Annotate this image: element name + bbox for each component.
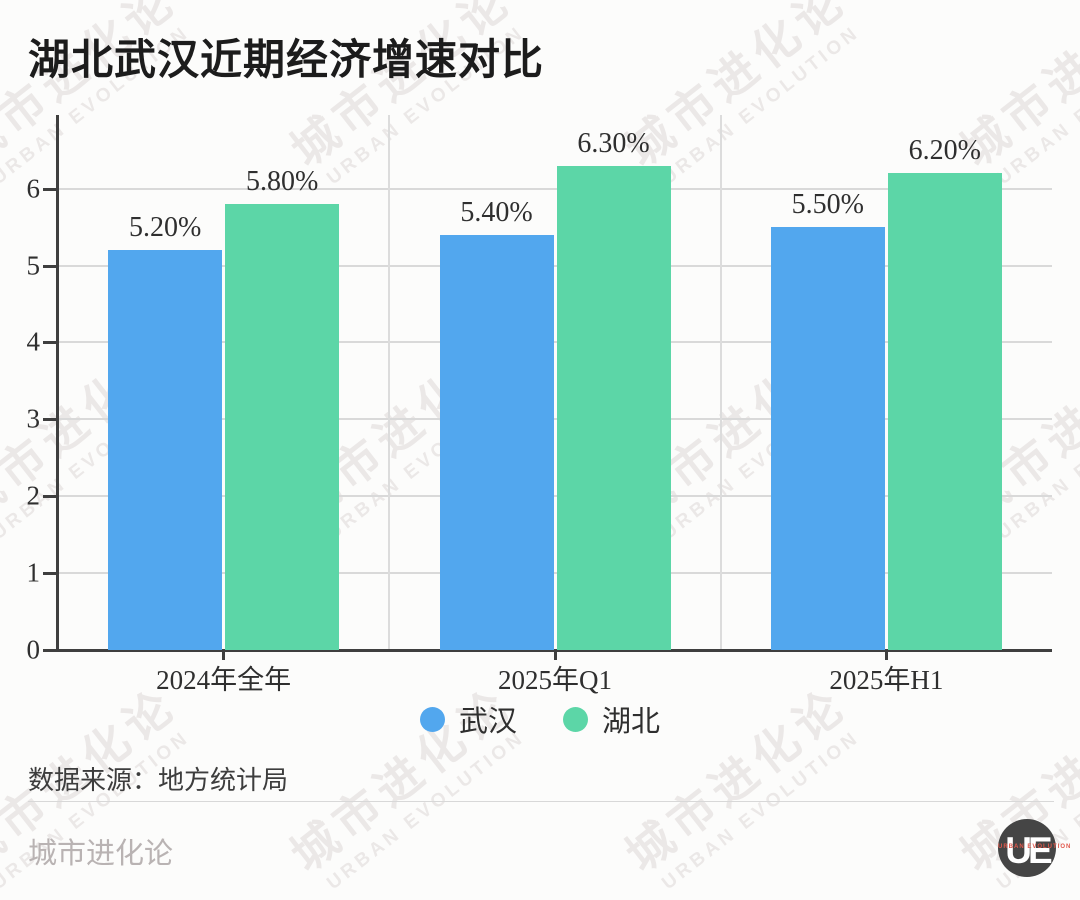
bar-hubei bbox=[225, 203, 340, 650]
y-axis-line bbox=[56, 115, 59, 652]
legend-label-wuhan: 武汉 bbox=[458, 706, 517, 738]
x-category-label: 2025年Q1 bbox=[498, 665, 612, 695]
bar-wuhan bbox=[770, 227, 885, 650]
gridline-horizontal bbox=[58, 187, 1052, 190]
y-tick-label: 2 bbox=[26, 480, 41, 511]
bar-value-label: 5.80% bbox=[245, 165, 319, 197]
gridline-horizontal bbox=[58, 264, 1052, 267]
y-axis-tick bbox=[43, 572, 56, 576]
bar-value-label: 5.20% bbox=[128, 212, 202, 244]
ue-logo-text: UE bbox=[1005, 829, 1052, 871]
bar-value-label: 6.20% bbox=[908, 135, 981, 167]
ue-logo: UE URBAN EVOLUTION bbox=[998, 819, 1072, 877]
y-tick-label: 6 bbox=[26, 173, 41, 204]
gridline-horizontal bbox=[58, 418, 1052, 421]
x-axis-tick bbox=[553, 650, 557, 660]
x-category-label: 2024年全年 bbox=[156, 665, 292, 695]
y-tick-label: 0 bbox=[26, 634, 41, 665]
bar-hubei bbox=[556, 165, 671, 650]
gridline-vertical bbox=[388, 115, 391, 650]
bar-value-label: 6.30% bbox=[577, 127, 650, 159]
x-category-label: 2025年H1 bbox=[829, 665, 944, 695]
gridline-horizontal bbox=[58, 572, 1052, 575]
y-axis-tick bbox=[43, 418, 56, 422]
legend-dot-hubei bbox=[563, 706, 588, 732]
y-tick-label: 5 bbox=[26, 250, 41, 280]
legend-dot-wuhan bbox=[419, 706, 445, 732]
gridline-vertical bbox=[719, 115, 722, 650]
y-axis-tick bbox=[43, 187, 56, 191]
y-tick-label: 4 bbox=[26, 326, 41, 357]
chart-legend: 武汉 湖北 bbox=[0, 702, 1080, 738]
ue-logo-subtext: URBAN EVOLUTION bbox=[998, 844, 1072, 850]
y-tick-label: 3 bbox=[26, 403, 41, 434]
footer-divider bbox=[28, 801, 1054, 802]
y-axis-tick bbox=[43, 649, 56, 652]
y-axis-tick bbox=[43, 341, 56, 345]
bar-value-label: 5.40% bbox=[460, 196, 533, 228]
brand-name: 城市进化论 bbox=[28, 838, 174, 870]
bar-wuhan bbox=[439, 234, 554, 650]
legend-label-hubei: 湖北 bbox=[602, 706, 661, 738]
bar-wuhan bbox=[108, 250, 223, 650]
y-tick-label: 1 bbox=[26, 557, 41, 588]
y-axis-tick bbox=[43, 264, 56, 268]
gridline-horizontal bbox=[58, 495, 1052, 498]
legend-item-wuhan: 武汉 bbox=[419, 698, 517, 740]
bar-value-label: 5.50% bbox=[791, 189, 864, 221]
bar-hubei bbox=[887, 173, 1002, 650]
y-axis-tick bbox=[43, 495, 56, 499]
legend-item-hubei: 湖北 bbox=[563, 698, 660, 740]
gridline-horizontal bbox=[58, 341, 1052, 344]
x-axis-tick bbox=[222, 650, 226, 660]
chart-title: 湖北武汉近期经济增速对比 bbox=[28, 38, 545, 84]
data-source-note: 数据来源：地方统计局 bbox=[28, 766, 289, 795]
x-axis-tick bbox=[884, 650, 888, 660]
